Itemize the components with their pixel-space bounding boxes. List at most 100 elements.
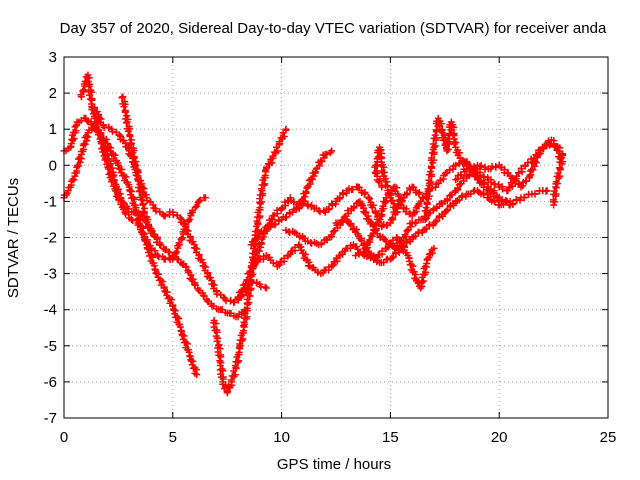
interpolated-markers: [75, 114, 88, 126]
interpolated-markers: [249, 231, 262, 246]
series-pass-3: [77, 71, 209, 264]
interpolated-markers: [213, 290, 228, 301]
interpolated-markers: [486, 185, 501, 200]
interpolated-markers: [227, 309, 240, 321]
interpolated-markers: [71, 154, 85, 177]
interpolated-markers: [240, 292, 254, 326]
interpolated-markers: [308, 264, 322, 276]
interpolated-markers: [421, 221, 437, 234]
interpolated-markers: [425, 145, 438, 186]
interpolated-markers: [498, 183, 511, 195]
interpolated-markers: [169, 305, 185, 335]
data-point: [199, 291, 207, 299]
interpolated-markers: [546, 140, 559, 150]
interpolated-markers: [127, 141, 140, 168]
data-point: [526, 172, 534, 180]
interpolated-markers: [243, 256, 259, 284]
y-tick-label: 0: [49, 157, 57, 174]
interpolated-markers: [145, 223, 156, 237]
data-point: [154, 234, 162, 241]
interpolated-markers: [285, 227, 299, 237]
interpolated-markers: [497, 163, 512, 177]
y-tick-label: -7: [44, 410, 57, 427]
interpolated-markers: [129, 217, 141, 225]
y-tick-label: -2: [44, 230, 57, 247]
interpolated-markers: [402, 205, 414, 218]
interpolated-markers: [252, 233, 267, 262]
data-point: [132, 161, 140, 169]
interpolated-markers: [380, 175, 395, 199]
series-pass-5: [118, 93, 162, 241]
interpolated-markers: [157, 241, 170, 254]
y-axis-title: SDTVAR / TECUs: [5, 178, 22, 298]
data-point: [365, 194, 373, 202]
data-point: [393, 208, 401, 216]
data-series: [60, 71, 567, 397]
interpolated-markers: [366, 250, 381, 266]
interpolated-markers: [323, 149, 334, 158]
interpolated-markers: [218, 306, 231, 317]
data-point: [136, 187, 144, 195]
interpolated-markers: [253, 190, 267, 225]
interpolated-markers: [114, 196, 127, 213]
interpolated-markers: [453, 192, 470, 205]
interpolated-markers: [122, 119, 135, 147]
interpolated-markers: [234, 280, 250, 302]
x-tick-label: 10: [273, 429, 290, 446]
data-point: [127, 215, 135, 223]
interpolated-markers: [301, 197, 316, 211]
data-point: [386, 219, 394, 227]
interpolated-markers: [122, 210, 133, 222]
interpolated-markers: [399, 235, 414, 251]
interpolated-markers: [101, 156, 116, 182]
interpolated-markers: [100, 123, 113, 132]
interpolated-markers: [178, 330, 194, 360]
data-point: [127, 140, 135, 148]
interpolated-markers: [131, 208, 144, 220]
interpolated-markers: [115, 164, 133, 189]
interpolated-markers: [135, 187, 148, 215]
interpolated-markers: [436, 169, 450, 184]
x-axis-title: GPS time / hours: [277, 456, 391, 473]
interpolated-markers: [125, 205, 136, 216]
data-point: [328, 147, 336, 155]
data-point: [154, 252, 162, 260]
y-tick-label: -4: [44, 302, 57, 319]
data-point: [282, 125, 290, 133]
interpolated-markers: [152, 207, 167, 218]
interpolated-markers: [67, 121, 81, 150]
data-point: [278, 205, 286, 213]
interpolated-markers: [553, 146, 566, 162]
interpolated-markers: [388, 246, 403, 262]
data-point: [123, 118, 131, 126]
interpolated-markers: [405, 254, 420, 283]
interpolated-markers: [118, 94, 132, 123]
interpolated-markers: [465, 162, 478, 173]
data-point: [191, 280, 199, 288]
interpolated-markers: [455, 159, 467, 168]
interpolated-markers: [409, 200, 423, 217]
interpolated-markers: [393, 236, 405, 251]
data-point: [262, 284, 270, 292]
interpolated-markers: [527, 152, 541, 179]
interpolated-markers: [161, 208, 174, 220]
series-pass-9: [251, 234, 438, 292]
interpolated-markers: [447, 121, 460, 148]
data-point: [506, 197, 514, 205]
x-tick-label: 0: [60, 429, 68, 446]
interpolated-markers: [391, 184, 408, 212]
y-tick-label: -6: [44, 374, 57, 391]
series-pass-16: [332, 187, 514, 267]
interpolated-markers: [263, 155, 276, 171]
interpolated-markers: [174, 256, 188, 268]
data-point: [195, 197, 203, 205]
interpolated-markers: [83, 73, 96, 110]
data-point: [558, 158, 566, 166]
interpolated-markers: [85, 124, 97, 134]
interpolated-markers: [155, 253, 167, 261]
interpolated-markers: [214, 344, 227, 383]
y-tick-label: 1: [49, 121, 57, 138]
data-point: [119, 93, 127, 101]
interpolated-markers: [65, 175, 78, 192]
